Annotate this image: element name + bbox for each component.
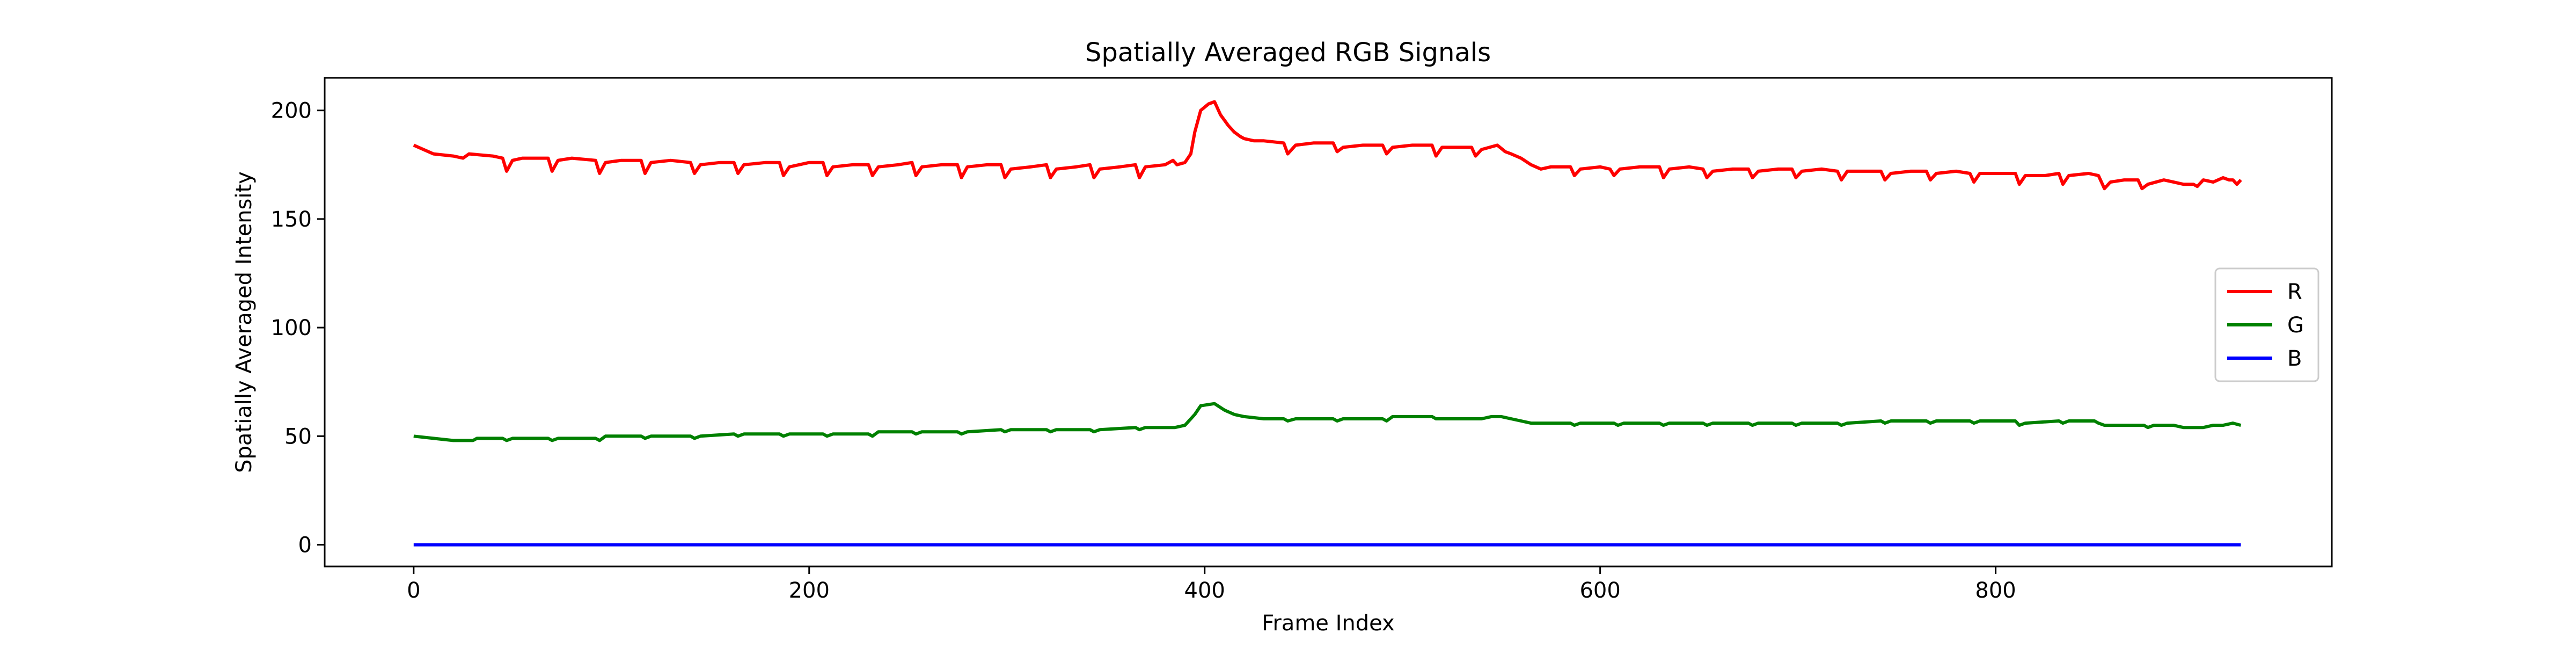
x-tick-label: 0 xyxy=(407,578,420,603)
y-tick-label: 150 xyxy=(271,207,312,232)
y-tick-label: 50 xyxy=(284,424,312,449)
plot-frame xyxy=(324,77,2333,568)
legend-label-g: G xyxy=(2287,313,2304,338)
legend-label-b: B xyxy=(2287,346,2302,371)
x-tick-label: 400 xyxy=(1184,578,1225,603)
legend-label-r: R xyxy=(2287,280,2302,304)
x-axis-label: Frame Index xyxy=(1262,611,1394,636)
series-line-r xyxy=(413,100,2242,191)
y-tick-label: 0 xyxy=(298,533,312,558)
x-tick-label: 200 xyxy=(789,578,830,603)
y-tick-label: 200 xyxy=(271,99,312,123)
x-tick-label: 600 xyxy=(1579,578,1620,603)
series-line-g xyxy=(413,402,2242,442)
y-tick-label: 100 xyxy=(271,316,312,340)
x-tick-label: 800 xyxy=(1975,578,2016,603)
chart-title: Spatially Averaged RGB Signals xyxy=(1085,38,1491,68)
y-axis-label: Spatially Averaged Intensity xyxy=(232,171,257,473)
